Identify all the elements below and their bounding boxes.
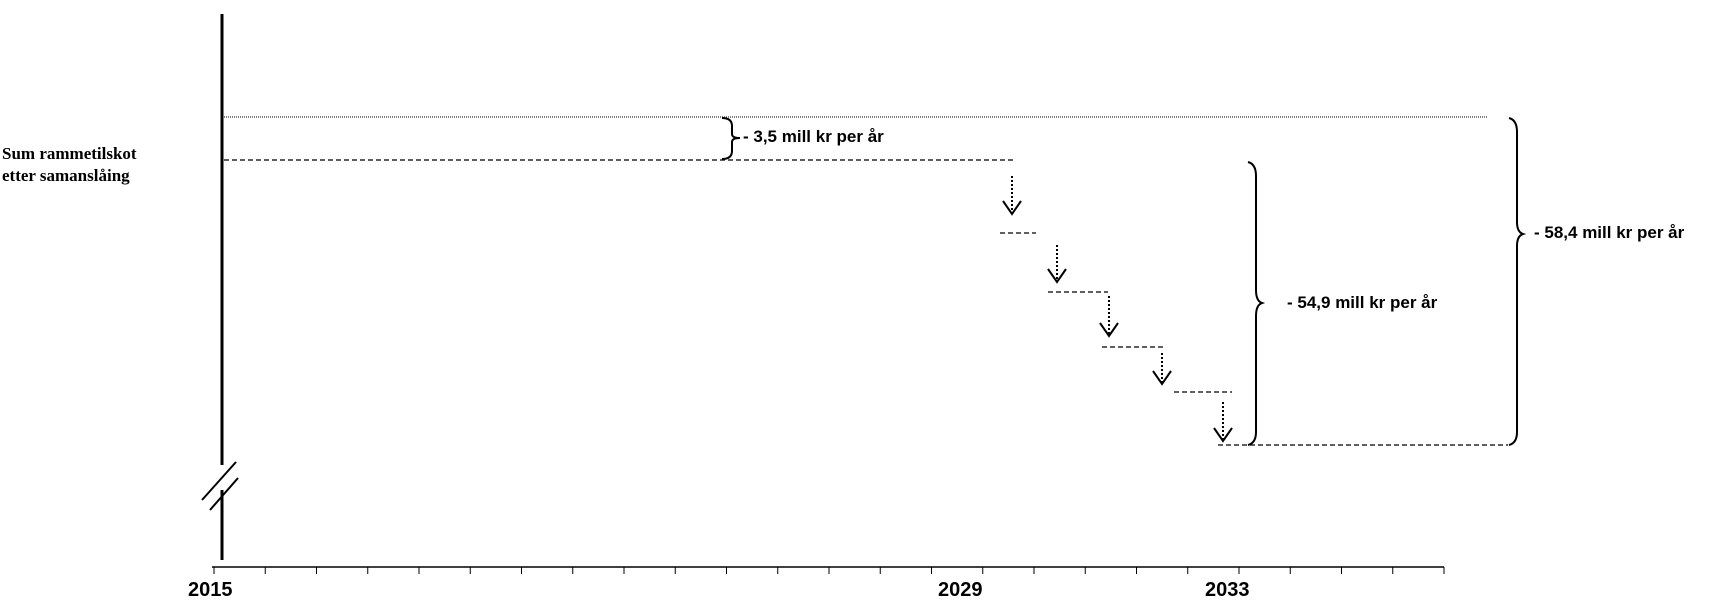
axis-label: Sum rammetilskot etter samanslåing [2, 143, 137, 187]
year-label-start: 2015 [188, 579, 233, 601]
total-reduction-label: - 58,4 mill kr per år [1534, 223, 1685, 242]
medium-reduction-label: - 54,9 mill kr per år [1287, 293, 1438, 312]
medium-reduction-brace [1247, 161, 1266, 446]
total-reduction-brace [1508, 117, 1527, 446]
axis-break-icon [201, 461, 239, 511]
down-arrow-icon [1099, 296, 1119, 338]
small-reduction-label: - 3,5 mill kr per år [743, 127, 884, 146]
down-arrow-icon [1213, 402, 1233, 443]
year-label-end: 2033 [1205, 579, 1250, 601]
axis-label-line-1: Sum rammetilskot [2, 144, 137, 163]
down-arrow-icon [1047, 245, 1067, 284]
year-label-mid: 2029 [938, 579, 983, 601]
axis-label-line-2: etter samanslåing [2, 166, 130, 185]
reduction-steps [1000, 176, 1233, 443]
down-arrow-icon [1002, 176, 1022, 216]
x-axis-ticks [213, 567, 1445, 574]
small-reduction-brace [721, 117, 741, 160]
down-arrow-icon [1152, 353, 1172, 386]
